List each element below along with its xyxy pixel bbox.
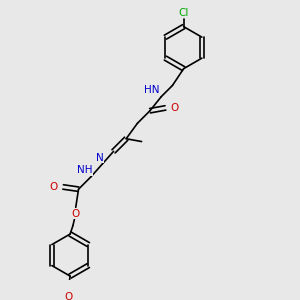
Text: HN: HN	[144, 85, 160, 95]
Text: Cl: Cl	[178, 8, 189, 18]
Text: O: O	[50, 182, 58, 192]
Text: N: N	[96, 153, 104, 163]
Text: O: O	[72, 209, 80, 219]
Text: O: O	[170, 103, 179, 113]
Text: NH: NH	[77, 165, 92, 175]
Text: O: O	[64, 292, 73, 300]
